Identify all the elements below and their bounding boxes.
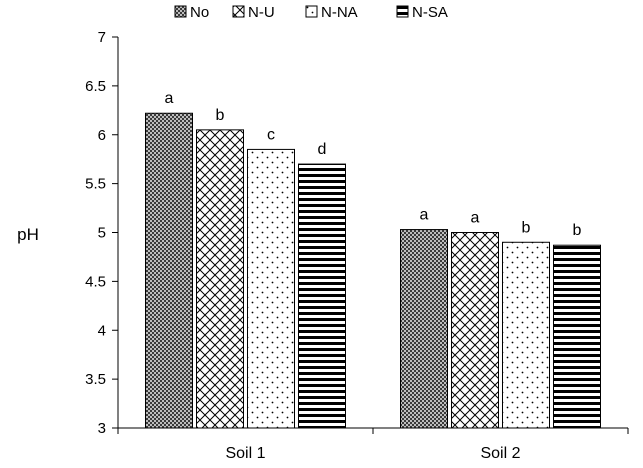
y-axis: 3 3.5 4 4.5 5 5.5 6 6.5 7	[85, 29, 119, 437]
significance-letter: b	[216, 107, 225, 124]
bars	[145, 112, 601, 429]
legend: No N-U N-NA N-SA	[174, 4, 448, 21]
legend-item-n-na: N-NA	[305, 4, 358, 21]
y-tick-label: 7	[98, 29, 106, 46]
x-category-label: Soil 2	[480, 445, 520, 462]
legend-item-n-sa: N-SA	[396, 4, 448, 21]
bar-n-na-soil-1	[247, 148, 295, 429]
bar-no-soil-1	[145, 112, 193, 429]
significance-letter: a	[165, 90, 174, 107]
legend-label: No	[190, 4, 209, 21]
y-tick-label: 5	[98, 225, 106, 242]
significance-letter: b	[522, 219, 531, 236]
legend-item-n-u: N-U	[232, 4, 275, 21]
y-tick-label: 5.5	[85, 176, 106, 193]
bar-n-sa-soil-2	[553, 244, 601, 429]
significance-letter: a	[471, 210, 480, 227]
legend-label: N-NA	[321, 4, 358, 21]
legend-label: N-U	[248, 4, 275, 21]
significance-letter: a	[420, 207, 429, 224]
legend-swatch	[174, 5, 187, 18]
bar-n-na-soil-2	[502, 241, 550, 429]
x-axis: Soil 1 Soil 2	[117, 427, 629, 462]
legend-item-no: No	[174, 4, 209, 21]
significance-letter: c	[267, 126, 275, 143]
legend-label: N-SA	[412, 4, 448, 21]
bar-n-u-soil-1	[196, 129, 244, 429]
bar-no-soil-2	[400, 229, 448, 429]
legend-swatch	[396, 5, 409, 18]
bar-n-sa-soil-1	[298, 163, 346, 429]
y-tick-label: 3	[98, 420, 106, 437]
y-tick-label: 6.5	[85, 78, 106, 95]
y-tick-label: 4.5	[85, 273, 106, 290]
bar-n-u-soil-2	[451, 232, 499, 429]
x-category-label: Soil 1	[225, 445, 265, 462]
y-tick-label: 6	[98, 127, 106, 144]
significance-letter: b	[573, 222, 582, 239]
y-axis-label: pH	[17, 225, 39, 244]
legend-swatch	[305, 5, 318, 18]
significance-letter: d	[318, 141, 327, 158]
significance-letters: a b c d a a b b	[165, 90, 582, 239]
y-tick-label: 4	[98, 322, 106, 339]
y-tick-label: 3.5	[85, 371, 106, 388]
legend-swatch	[232, 5, 245, 18]
